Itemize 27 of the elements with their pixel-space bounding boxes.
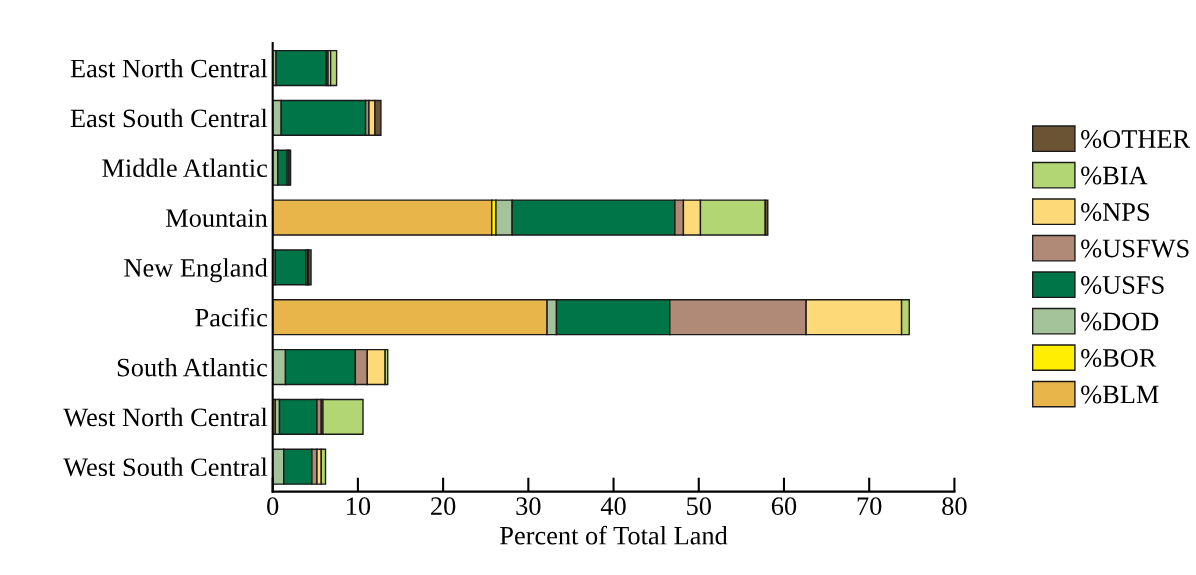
y-tick-label: New England [124, 258, 268, 283]
x-axis-title: Percent of Total Land [500, 525, 728, 545]
x-tick-label: 20 [431, 497, 456, 516]
x-tick-label: 30 [516, 497, 541, 516]
x-tick-label: 50 [687, 497, 711, 516]
legend-label: %NPS [1081, 203, 1149, 221]
legend-label: %BIA [1081, 166, 1148, 185]
x-tick-label: 10 [347, 497, 371, 516]
y-tick-label: Middle Atlantic [102, 158, 268, 178]
y-tick-label: East South Central [70, 108, 268, 128]
y-tick-label: Pacific [195, 307, 268, 327]
y-tick-label: West North Central [63, 407, 268, 427]
legend-label: %DOD [1081, 312, 1159, 331]
y-tick-label: Mountain [165, 209, 268, 227]
legend-label: %USFWS [1081, 239, 1189, 258]
x-tick-label: 70 [857, 497, 882, 516]
legend-label: %BOR [1081, 349, 1157, 367]
x-tick-label: 80 [942, 497, 967, 516]
x-tick-label: 60 [771, 497, 797, 516]
legend-label: %OTHER [1081, 130, 1191, 148]
x-tick-label: 0 [267, 497, 279, 516]
y-tick-label: South Atlantic [117, 357, 268, 377]
y-tick-label: East North Central [70, 58, 268, 78]
legend-label: %BLM [1081, 385, 1159, 404]
x-tick-label: 40 [600, 497, 626, 516]
legend-label: %USFS [1081, 276, 1164, 294]
y-tick-label: West South Central [63, 457, 268, 477]
